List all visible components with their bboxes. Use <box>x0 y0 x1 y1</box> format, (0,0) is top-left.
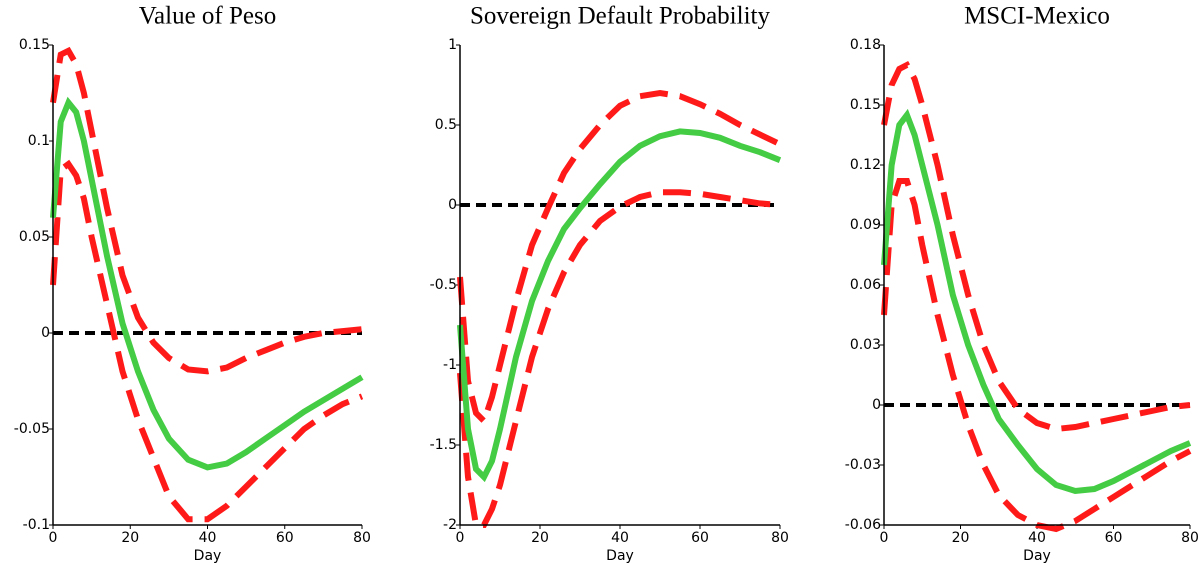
x-tick-label: 40 <box>1028 530 1046 546</box>
x-tick-label: 80 <box>353 530 371 546</box>
x-tick-label: 60 <box>1105 530 1123 546</box>
y-tick-label: -0.5 <box>430 277 457 293</box>
y-tick-label: 0 <box>448 197 457 213</box>
x-tick-label: 20 <box>121 530 139 546</box>
x-tick-label: 0 <box>49 530 58 546</box>
x-tick-label: 80 <box>1181 530 1199 546</box>
y-tick-label: 0 <box>41 325 50 341</box>
y-tick-label: 1 <box>448 37 457 53</box>
x-tick-label: 0 <box>880 530 889 546</box>
y-tick-label: 0.18 <box>850 37 881 53</box>
y-tick-label: 0.15 <box>19 37 50 53</box>
series-line <box>457 189 781 528</box>
y-tick-label: 0.1 <box>28 133 50 149</box>
series-line <box>50 96 364 471</box>
y-tick-label: 0.06 <box>850 277 881 293</box>
y-tick-label: -0.05 <box>14 421 50 437</box>
series-line <box>457 128 782 483</box>
y-tick-label: 0.5 <box>435 117 457 133</box>
chart-title: Value of Peso <box>139 3 276 30</box>
x-tick-label: 40 <box>199 530 217 546</box>
x-axis-label: Day <box>606 548 634 563</box>
y-tick-label: -2 <box>443 517 457 533</box>
y-tick-label: 0.09 <box>850 217 881 233</box>
series-line <box>881 60 1191 433</box>
x-tick-label: 20 <box>531 530 549 546</box>
x-axis-label: Day <box>1023 548 1051 563</box>
x-tick-label: 0 <box>456 530 465 546</box>
y-tick-label: -0.06 <box>845 517 881 533</box>
x-tick-label: 60 <box>276 530 294 546</box>
x-axis-label: Day <box>194 548 222 563</box>
x-tick-label: 20 <box>952 530 970 546</box>
y-tick-label: 0.03 <box>850 337 881 353</box>
x-tick-label: 40 <box>611 530 629 546</box>
y-tick-label: -1.5 <box>430 437 457 453</box>
series-line <box>881 108 1192 495</box>
x-tick-label: 60 <box>691 530 709 546</box>
series-line <box>881 178 1192 533</box>
x-tick-label: 80 <box>771 530 789 546</box>
y-tick-label: 0.15 <box>850 97 881 113</box>
y-tick-label: -1 <box>443 357 457 373</box>
y-tick-label: 0.12 <box>850 157 881 173</box>
chart-title: MSCI-Mexico <box>964 3 1110 30</box>
y-tick-label: -0.03 <box>845 457 881 473</box>
y-tick-label: -0.1 <box>23 517 50 533</box>
series-line <box>50 159 364 523</box>
series-line <box>50 46 363 375</box>
chart-title: Sovereign Default Probability <box>470 3 770 30</box>
y-tick-label: 0.05 <box>19 229 50 245</box>
y-tick-label: 0 <box>872 397 881 413</box>
